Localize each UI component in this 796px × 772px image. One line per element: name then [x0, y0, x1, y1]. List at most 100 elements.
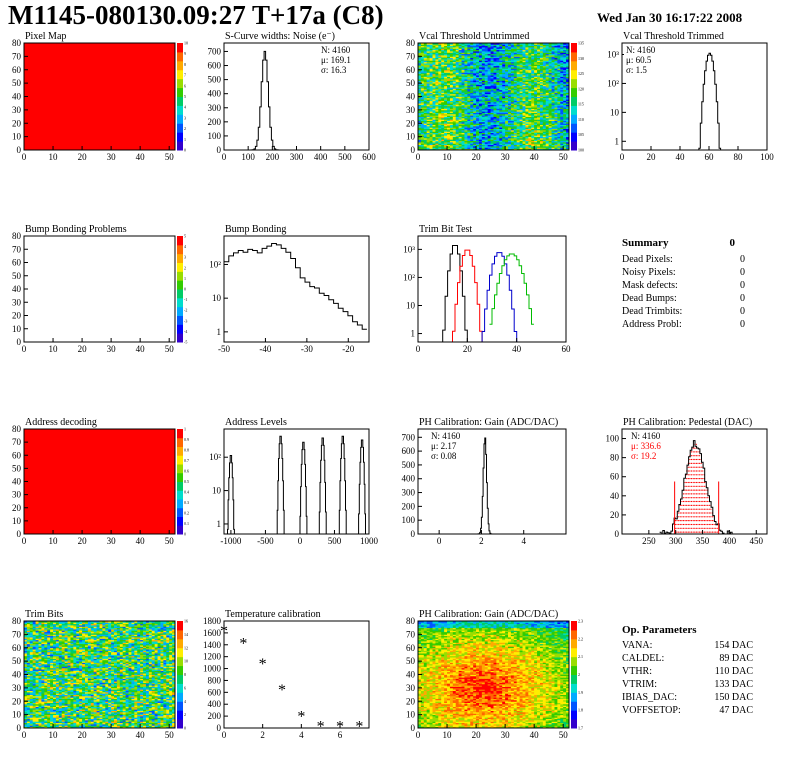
palette-tick-label: 10 [184, 41, 188, 46]
summary-label: Dead Pixels: [622, 254, 673, 265]
y-tick-label: 600 [208, 687, 222, 697]
palette-tick-label: -5 [184, 340, 187, 345]
y-tick-label: 10 [12, 516, 22, 526]
y-tick-label: 60 [406, 643, 416, 653]
ph-gain-hist-title: PH Calibration: Gain (ADC/DAC) [419, 417, 558, 428]
y-tick-label: 40 [12, 670, 22, 680]
palette-swatch [571, 665, 577, 675]
palette-swatch [177, 43, 183, 53]
y-tick-label: 1200 [203, 652, 222, 662]
stats-n: N: 4160 [431, 431, 461, 441]
palette-swatch [571, 60, 577, 71]
bump-problems-title: Bump Bonding Problems [25, 224, 127, 235]
y-tick-label: 70 [12, 437, 22, 447]
palette-tick-label: 4 [184, 105, 186, 110]
palette-tick-label: -3 [184, 318, 187, 323]
palette-tick-label: 120 [578, 86, 584, 91]
y-tick-label: 80 [12, 424, 22, 434]
palette-tick-label: 1.7 [578, 726, 583, 731]
bump-bonding-title: Bump Bonding [225, 224, 286, 235]
op-param-value: 89 DAC [719, 653, 753, 664]
y-tick-label: 70 [12, 51, 22, 61]
y-tick-label: 1800 [203, 616, 222, 626]
y-tick-label: 40 [406, 670, 416, 680]
x-tick-label: 0 [222, 152, 227, 162]
temperature-point: * [220, 623, 228, 640]
y-tick-label: 60 [12, 643, 22, 653]
x-tick-label: 40 [136, 536, 146, 546]
op-param-label: CALDEL: [622, 653, 664, 664]
y-tick-label: 60 [12, 65, 22, 75]
y-tick-label: 20 [12, 118, 22, 128]
palette-swatch [177, 105, 183, 115]
palette-tick-label: 0.5 [184, 479, 189, 484]
y-tick-label: 10³ [403, 244, 415, 254]
stats-sigma: σ: 0.08 [431, 451, 457, 461]
x-tick-label: 50 [165, 536, 175, 546]
palette-tick-label: 7 [184, 73, 186, 78]
y-tick-label: 20 [12, 503, 22, 513]
ph-gain-hist-stats-box [429, 430, 479, 462]
x-tick-label: 6 [338, 730, 343, 740]
x-tick-label: 30 [107, 730, 117, 740]
temperature-point: * [317, 719, 325, 736]
ph-gain-map-title: PH Calibration: Gain (ADC/DAC) [419, 609, 558, 620]
y-tick-label: 1 [217, 519, 222, 529]
stats-mu: μ: 2.17 [431, 441, 457, 451]
stats-n: N: 4160 [631, 431, 661, 441]
palette-tick-label: -1 [184, 297, 187, 302]
palette-swatch [177, 236, 183, 246]
op-param-label: VTHR: [622, 666, 652, 677]
x-tick-label: 50 [559, 730, 569, 740]
palette-tick-label: 2.3 [578, 619, 583, 624]
ph-gain-map-cells [418, 621, 570, 729]
bump-bonding-histogram [224, 243, 367, 330]
stats-mu: μ: 336.6 [631, 441, 661, 451]
pixel-map-fill [24, 43, 175, 150]
y-tick-label: 60 [406, 65, 416, 75]
palette-swatch [571, 114, 577, 124]
y-tick-label: 40 [12, 477, 22, 487]
palette-swatch [177, 78, 183, 89]
op-param-label: VOFFSETOP: [622, 705, 681, 716]
vcal-trimmed-title: Vcal Threshold Trimmed [623, 31, 724, 42]
palette-tick-label: 9 [184, 51, 186, 56]
x-tick-label: 10 [49, 344, 59, 354]
summary-value: 0 [740, 267, 745, 278]
y-tick-label: 700 [208, 46, 222, 56]
palette-swatch [177, 262, 183, 272]
y-tick-label: 70 [406, 629, 416, 639]
y-tick-label: 10² [403, 272, 415, 282]
x-tick-label: 0 [22, 536, 27, 546]
palette-swatch [177, 656, 183, 667]
y-tick-label: 10 [406, 132, 416, 142]
x-tick-label: 500 [328, 536, 342, 546]
y-tick-label: 10 [12, 132, 22, 142]
palette-tick-label: 0 [184, 148, 186, 153]
y-tick-label: 50 [12, 656, 22, 666]
y-tick-label: 10² [607, 78, 619, 88]
palette-tick-label: 105 [578, 132, 584, 137]
bump-problems-frame [23, 235, 176, 343]
y-tick-label: 20 [406, 696, 416, 706]
summary-label: Dead Trimbits: [622, 306, 682, 317]
palette-swatch [177, 472, 183, 482]
y-tick-label: 80 [12, 38, 22, 48]
x-tick-label: 30 [107, 344, 117, 354]
palette-tick-label: 1 [184, 137, 186, 142]
x-tick-label: 30 [501, 152, 511, 162]
palette-tick-label: 4 [184, 699, 186, 704]
y-tick-label: 30 [406, 105, 416, 115]
x-tick-label: -40 [259, 344, 271, 354]
y-tick-label: 200 [402, 501, 416, 511]
palette-swatch [177, 60, 183, 71]
x-tick-label: 250 [642, 536, 656, 546]
summary-value: 0 [740, 306, 745, 317]
op-param-value: 110 DAC [715, 666, 754, 677]
x-tick-label: 30 [107, 152, 117, 162]
x-tick-label: 40 [512, 344, 522, 354]
palette-swatch [571, 141, 577, 151]
summary-value: 0 [740, 293, 745, 304]
x-tick-label: 300 [669, 536, 683, 546]
palette-tick-label: 4 [184, 244, 186, 249]
